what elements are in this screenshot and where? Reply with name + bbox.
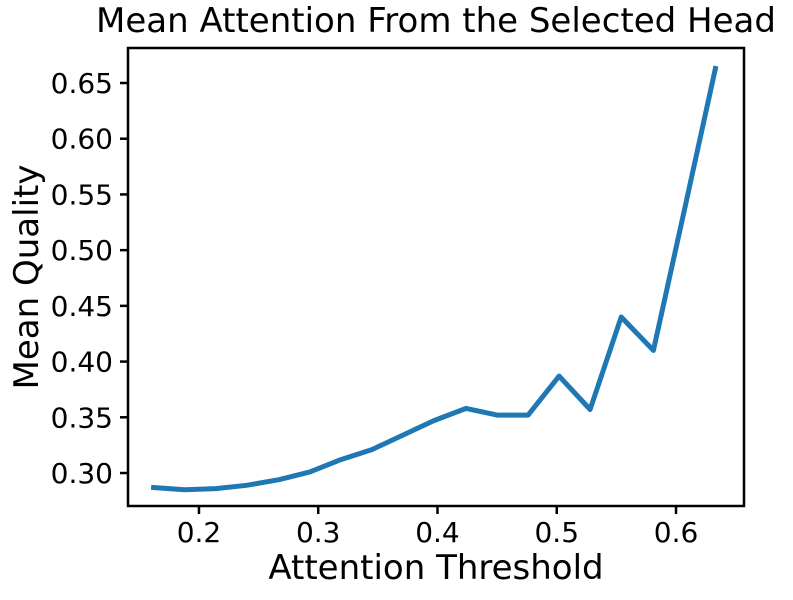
data-line — [150, 65, 719, 493]
chart-title: Mean Attention From the Selected Head — [96, 1, 776, 41]
x-tick-label: 0.3 — [296, 516, 341, 549]
x-tick-label: 0.6 — [654, 516, 699, 549]
y-axis-label: Mean Quality — [7, 165, 47, 390]
x-axis-label: Attention Threshold — [268, 548, 603, 588]
axis-ticks: 0.2 0.3 0.4 0.5 0.6 0.30 0.35 0.40 0.45 0.50 0.55 0… — [51, 67, 699, 549]
x-tick-label: 0.2 — [177, 516, 222, 549]
y-tick-label: 0.50 — [51, 234, 113, 267]
y-tick-label: 0.30 — [51, 457, 113, 490]
y-tick-label: 0.45 — [51, 290, 113, 323]
x-tick-label: 0.4 — [415, 516, 460, 549]
y-tick-label: 0.35 — [51, 401, 113, 434]
y-tick-label: 0.65 — [51, 67, 113, 100]
plot-area — [128, 48, 744, 506]
axes-spines — [126, 46, 746, 508]
y-tick-label: 0.60 — [51, 123, 113, 156]
y-tick-label: 0.40 — [51, 346, 113, 379]
x-tick-label: 0.5 — [534, 516, 579, 549]
y-tick-label: 0.55 — [51, 178, 113, 211]
data-series-group — [150, 65, 719, 493]
